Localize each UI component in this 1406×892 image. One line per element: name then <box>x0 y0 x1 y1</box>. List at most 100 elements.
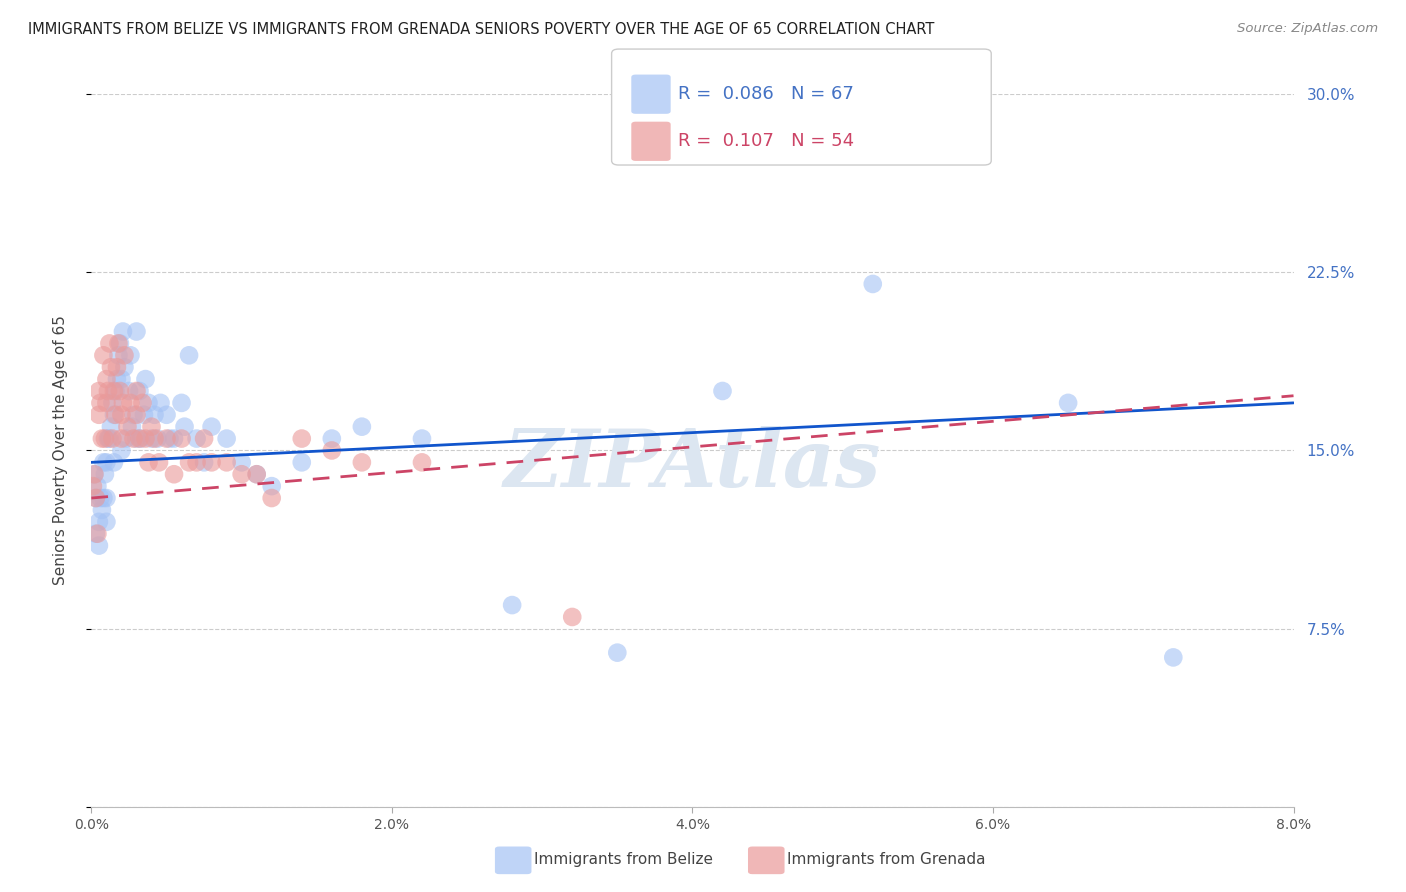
Text: Immigrants from Grenada: Immigrants from Grenada <box>787 853 986 867</box>
Point <box>84 491 107 505</box>
Point <box>86 526 108 541</box>
Point <box>107 336 129 351</box>
Point <box>246 467 269 482</box>
Point <box>97 384 120 398</box>
Point <box>231 467 253 482</box>
Point <box>122 432 145 446</box>
Point <box>125 432 148 446</box>
Point <box>131 396 153 410</box>
Point <box>94 432 117 446</box>
Point <box>101 396 124 410</box>
Point <box>87 515 110 529</box>
Point <box>149 396 172 410</box>
Point <box>94 467 117 482</box>
Text: R =  0.107   N = 54: R = 0.107 N = 54 <box>678 132 853 150</box>
Point <box>138 396 160 410</box>
Point <box>86 479 108 493</box>
Point <box>111 396 134 410</box>
Point <box>101 432 124 446</box>
Text: R =  0.086   N = 67: R = 0.086 N = 67 <box>678 86 853 103</box>
Point <box>84 491 107 505</box>
Point <box>141 432 163 446</box>
Point <box>215 432 238 446</box>
Point <box>201 419 224 434</box>
Point <box>105 372 128 386</box>
Point <box>93 455 115 469</box>
Point <box>411 455 433 469</box>
Point <box>173 419 195 434</box>
Point <box>125 408 148 422</box>
Point <box>104 408 127 422</box>
Point <box>104 384 127 398</box>
Point <box>108 336 131 351</box>
Point <box>260 479 283 493</box>
Point <box>177 455 200 469</box>
Point <box>291 432 314 446</box>
Point <box>215 455 238 469</box>
Point <box>155 408 177 422</box>
Point <box>114 360 136 375</box>
Point <box>96 396 118 410</box>
Point <box>83 467 105 482</box>
Point <box>82 479 104 493</box>
Point <box>90 432 112 446</box>
Point <box>84 526 107 541</box>
Point <box>96 491 118 505</box>
Point <box>110 443 132 458</box>
Point <box>163 432 186 446</box>
Point <box>411 432 433 446</box>
Text: ZIPAtlas: ZIPAtlas <box>503 426 882 503</box>
Point <box>711 384 734 398</box>
Point <box>87 408 110 422</box>
Point <box>93 491 115 505</box>
Point <box>134 432 156 446</box>
Point <box>97 432 120 446</box>
Point <box>291 455 314 469</box>
Point <box>501 598 523 612</box>
Point <box>103 408 125 422</box>
Point <box>83 467 105 482</box>
Point <box>186 432 208 446</box>
Y-axis label: Seniors Poverty Over the Age of 65: Seniors Poverty Over the Age of 65 <box>53 316 67 585</box>
Point <box>100 419 122 434</box>
Point <box>120 396 142 410</box>
Point <box>561 610 583 624</box>
Point <box>103 455 125 469</box>
Point <box>87 384 110 398</box>
Point <box>110 372 132 386</box>
Point <box>90 503 112 517</box>
Point <box>89 491 111 505</box>
Point <box>128 432 150 446</box>
Point <box>110 408 132 422</box>
Point <box>111 325 134 339</box>
Point <box>125 384 148 398</box>
Point <box>100 360 122 375</box>
Point <box>129 432 152 446</box>
Point <box>193 432 215 446</box>
Point <box>231 455 253 469</box>
Point <box>107 348 129 362</box>
Point <box>125 325 148 339</box>
Point <box>862 277 884 291</box>
Point <box>170 396 193 410</box>
Text: Source: ZipAtlas.com: Source: ZipAtlas.com <box>1237 22 1378 36</box>
Point <box>105 360 128 375</box>
Point <box>120 348 142 362</box>
Point <box>132 408 155 422</box>
Point <box>201 455 224 469</box>
Point <box>98 336 121 351</box>
Point <box>177 348 200 362</box>
Point <box>96 372 118 386</box>
Point <box>193 455 215 469</box>
Point <box>159 432 181 446</box>
Point <box>260 491 283 505</box>
Point <box>121 419 143 434</box>
Point <box>110 432 132 446</box>
Point <box>138 455 160 469</box>
Point <box>143 432 166 446</box>
Point <box>756 98 779 112</box>
Point <box>128 384 150 398</box>
Point <box>146 432 169 446</box>
Point <box>93 348 115 362</box>
Point <box>246 467 269 482</box>
